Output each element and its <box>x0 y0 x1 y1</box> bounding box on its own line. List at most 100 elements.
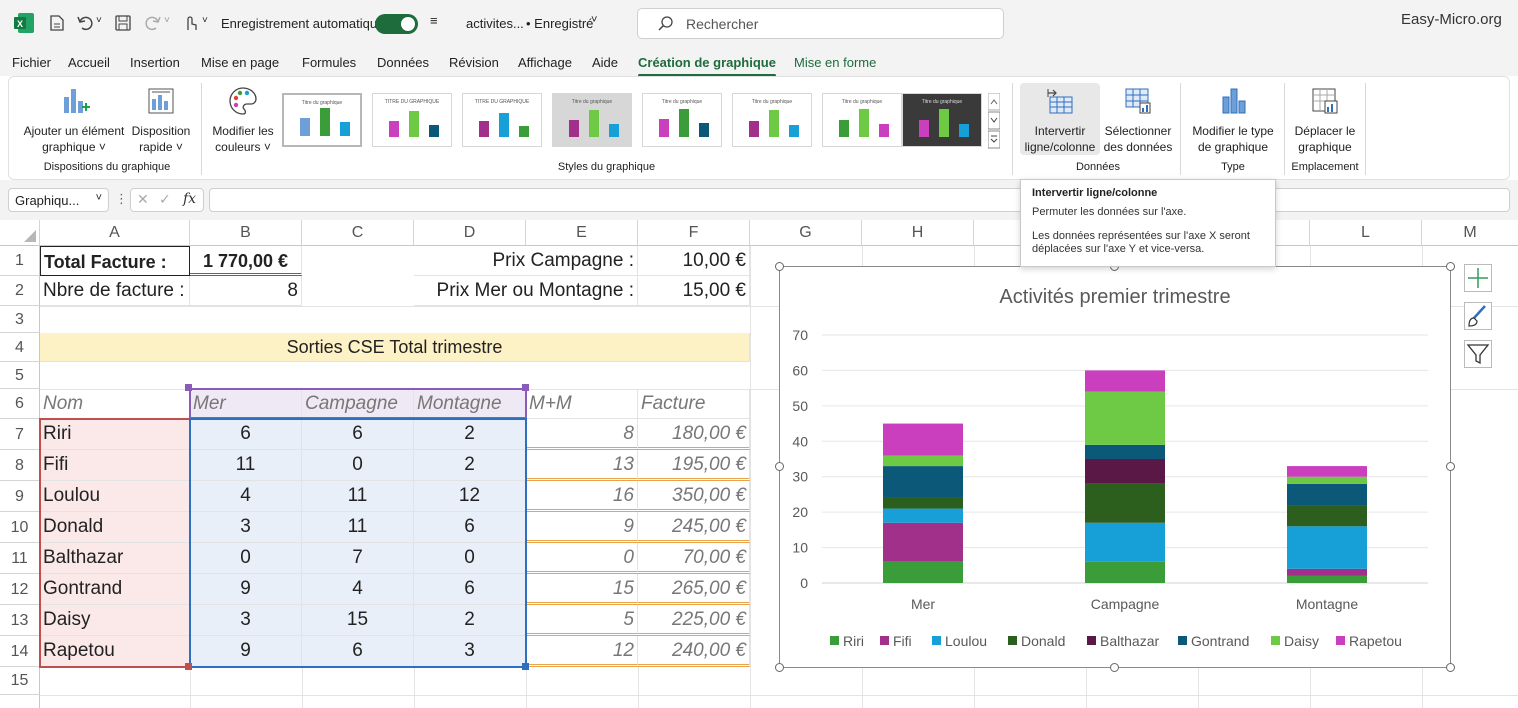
confirm-icon[interactable]: ✓ <box>159 191 171 207</box>
column-header-h[interactable]: H <box>862 220 974 246</box>
select-all-corner[interactable] <box>0 220 40 246</box>
cell-mer[interactable]: 9 <box>190 574 302 605</box>
cell-mm[interactable]: 15 <box>526 574 638 605</box>
cell-facture[interactable]: 225,00 € <box>638 605 750 636</box>
quick-layout-button[interactable]: Disposition rapide ˅ <box>129 85 193 155</box>
row-header-8[interactable]: 8 <box>0 450 40 481</box>
chart-container[interactable]: Activités premier trimestre 0 10 20 30 40 50 60… <box>779 266 1451 668</box>
cell-mer[interactable]: 0 <box>190 543 302 574</box>
row-header-6[interactable]: 6 <box>0 389 40 419</box>
chart-style-7[interactable]: Titre du graphique <box>822 93 902 147</box>
tab-affichage[interactable]: Affichage <box>518 55 572 70</box>
file-name[interactable]: activites... <box>466 16 524 31</box>
tab-creation-graphique[interactable]: Création de graphique <box>638 55 776 77</box>
tab-accueil[interactable]: Accueil <box>68 55 110 70</box>
resize-handle[interactable] <box>775 462 784 471</box>
chart-style-1[interactable]: Titre du graphique <box>282 93 362 147</box>
row-header-5[interactable]: 5 <box>0 362 40 389</box>
cell-d2[interactable]: Prix Mer ou Montagne : <box>414 276 638 306</box>
resize-handle[interactable] <box>775 262 784 271</box>
cell-mer[interactable]: 11 <box>190 450 302 481</box>
cell-mm[interactable]: 8 <box>526 419 638 450</box>
column-header-a[interactable]: A <box>40 220 190 246</box>
range-handle[interactable] <box>522 663 529 670</box>
header-mm[interactable]: M+M <box>526 389 638 419</box>
row-header-15[interactable]: 15 <box>0 667 40 695</box>
cell-b2[interactable]: 8 <box>190 276 302 306</box>
tab-mise-en-forme[interactable]: Mise en forme <box>794 55 877 70</box>
column-header-m[interactable]: M <box>1422 220 1518 246</box>
cell-facture[interactable]: 265,00 € <box>638 574 750 605</box>
chevron-down-icon[interactable]: ˅ <box>202 15 208 26</box>
cell-mer[interactable]: 4 <box>190 481 302 512</box>
saved-status[interactable]: • Enregistré <box>526 16 594 31</box>
tab-fichier[interactable]: Fichier <box>12 55 52 70</box>
column-header-f[interactable]: F <box>638 220 750 246</box>
cell-a1[interactable]: Total Facture : <box>40 246 190 276</box>
tab-insertion[interactable]: Insertion <box>130 55 180 70</box>
chart-style-5[interactable]: Titre du graphique <box>642 93 722 147</box>
cell-campagne[interactable]: 6 <box>302 419 414 450</box>
switch-row-column-button[interactable]: Intervertir ligne/colonne <box>1020 83 1100 155</box>
header-nom[interactable]: Nom <box>40 389 190 419</box>
page-setup-icon[interactable] <box>48 14 66 32</box>
resize-handle[interactable] <box>1446 462 1455 471</box>
column-header-l[interactable]: L <box>1310 220 1422 246</box>
change-chart-type-button[interactable]: Modifier le type de graphique <box>1186 85 1280 155</box>
row-header-1[interactable]: 1 <box>0 246 40 276</box>
column-header-d[interactable]: D <box>414 220 526 246</box>
tab-mise-en-page[interactable]: Mise en page <box>201 55 280 70</box>
chart-style-2[interactable]: TITRE DU GRAPHIQUE <box>372 93 452 147</box>
cell-mer[interactable]: 3 <box>190 512 302 543</box>
cell-mm[interactable]: 9 <box>526 512 638 543</box>
tab-donnees[interactable]: Données <box>377 55 430 70</box>
cell-f1[interactable]: 10,00 € <box>638 246 750 276</box>
cell-facture[interactable]: 245,00 € <box>638 512 750 543</box>
chevron-down-icon[interactable]: ˅ <box>591 14 598 26</box>
formula-input[interactable] <box>209 188 1510 212</box>
row-header-11[interactable]: 11 <box>0 543 40 574</box>
cell-campagne[interactable]: 11 <box>302 481 414 512</box>
range-handle[interactable] <box>522 384 529 391</box>
cell-mm[interactable]: 5 <box>526 605 638 636</box>
chart-filters-button[interactable] <box>1464 340 1492 368</box>
cell-b1[interactable]: 1 770,00 € <box>190 246 302 276</box>
cell-mer[interactable]: 6 <box>190 419 302 450</box>
cell-facture[interactable]: 195,00 € <box>638 450 750 481</box>
cell-facture[interactable]: 180,00 € <box>638 419 750 450</box>
search-input[interactable]: Rechercher <box>637 8 1004 39</box>
cell-campagne[interactable]: 4 <box>302 574 414 605</box>
cell-f2[interactable]: 15,00 € <box>638 276 750 306</box>
column-header-g[interactable]: G <box>750 220 862 246</box>
row-header-3[interactable]: 3 <box>0 306 40 333</box>
column-header-b[interactable]: B <box>190 220 302 246</box>
row-header-7[interactable]: 7 <box>0 419 40 450</box>
cell-mm[interactable]: 16 <box>526 481 638 512</box>
resize-handle[interactable] <box>775 663 784 672</box>
cell-facture[interactable]: 350,00 € <box>638 481 750 512</box>
column-header-c[interactable]: C <box>302 220 414 246</box>
row-header-2[interactable]: 2 <box>0 276 40 306</box>
column-header-e[interactable]: E <box>526 220 638 246</box>
tab-formules[interactable]: Formules <box>302 55 357 70</box>
tab-aide[interactable]: Aide <box>592 55 619 70</box>
row-header-4[interactable]: 4 <box>0 333 40 362</box>
cell-campagne[interactable]: 0 <box>302 450 414 481</box>
resize-handle[interactable] <box>1110 663 1119 672</box>
row-header-14[interactable]: 14 <box>0 636 40 667</box>
cell-campagne[interactable]: 15 <box>302 605 414 636</box>
chevron-down-icon[interactable]: ˅ <box>164 15 170 26</box>
row-header-9[interactable]: 9 <box>0 481 40 512</box>
row-header-13[interactable]: 13 <box>0 605 40 636</box>
row-header-12[interactable]: 12 <box>0 574 40 605</box>
cell-d1[interactable]: Prix Campagne : <box>414 246 638 276</box>
cell-a2[interactable]: Nbre de facture : <box>40 276 190 306</box>
touch-mode-icon[interactable] <box>182 14 198 32</box>
chart-style-6[interactable]: Titre du graphique <box>732 93 812 147</box>
add-chart-element-button[interactable]: Ajouter un élément graphique ˅ <box>21 85 127 155</box>
chevron-down-icon[interactable]: ˅ <box>96 15 102 26</box>
autosave-toggle[interactable] <box>375 14 418 34</box>
cell-mm[interactable]: 13 <box>526 450 638 481</box>
cell-mm[interactable]: 0 <box>526 543 638 574</box>
save-icon[interactable] <box>114 14 132 32</box>
